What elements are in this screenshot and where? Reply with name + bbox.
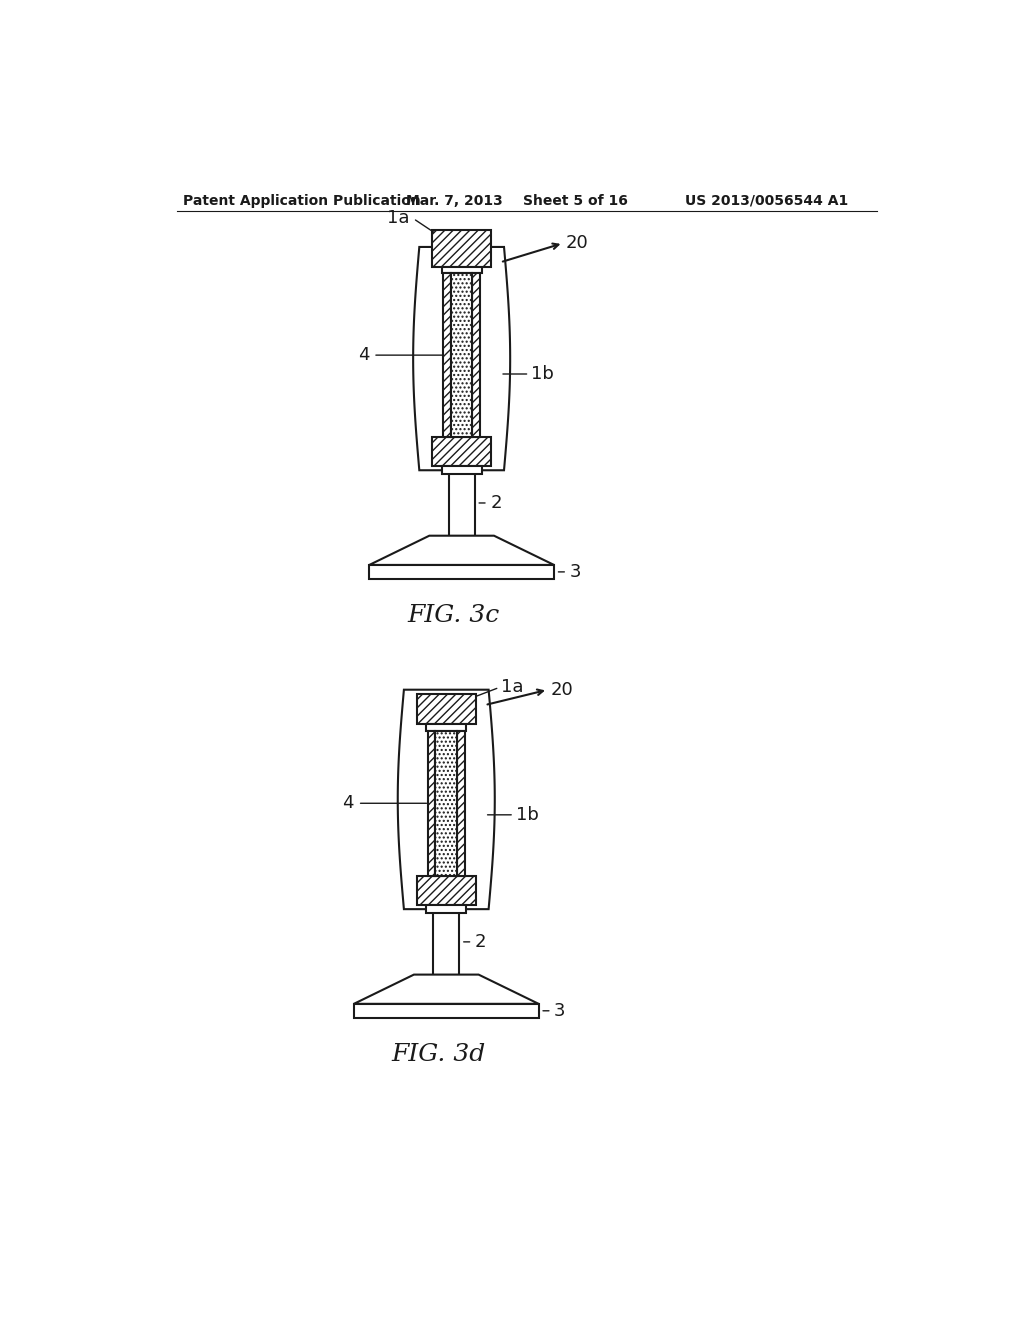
Bar [443, 273, 451, 437]
Text: FIG. 3d: FIG. 3d [391, 1043, 485, 1067]
Bar [435, 730, 457, 876]
Bar [417, 876, 475, 906]
Bar [426, 725, 466, 730]
Polygon shape [413, 247, 510, 470]
Text: 2: 2 [475, 933, 486, 950]
Text: 4: 4 [357, 346, 370, 364]
Bar [433, 909, 460, 974]
Polygon shape [397, 689, 495, 909]
Bar [457, 730, 465, 876]
Bar [370, 565, 554, 578]
Text: Patent Application Publication: Patent Application Publication [183, 194, 421, 207]
Text: 1b: 1b [515, 805, 539, 824]
Text: 1a: 1a [387, 210, 410, 227]
Text: 3: 3 [569, 562, 581, 581]
Bar [417, 693, 475, 725]
Bar [441, 466, 481, 474]
Text: FIG. 3c: FIG. 3c [408, 605, 500, 627]
Text: 1b: 1b [531, 366, 554, 383]
Bar [354, 1003, 539, 1018]
Bar [426, 906, 466, 913]
Text: 2: 2 [490, 494, 502, 512]
Bar [441, 267, 481, 273]
Text: 4: 4 [342, 795, 354, 812]
Bar [472, 273, 480, 437]
Polygon shape [370, 536, 554, 565]
Bar [432, 437, 490, 466]
Bar [449, 470, 475, 536]
Bar [451, 273, 472, 437]
Text: 20: 20 [565, 234, 589, 252]
Text: 20: 20 [550, 681, 573, 698]
Text: 3: 3 [554, 1002, 565, 1020]
Text: US 2013/0056544 A1: US 2013/0056544 A1 [685, 194, 848, 207]
Text: Sheet 5 of 16: Sheet 5 of 16 [523, 194, 628, 207]
Bar [432, 230, 490, 267]
Bar [428, 730, 435, 876]
Text: 1a: 1a [501, 678, 523, 697]
Text: Mar. 7, 2013: Mar. 7, 2013 [407, 194, 503, 207]
Polygon shape [354, 974, 539, 1003]
